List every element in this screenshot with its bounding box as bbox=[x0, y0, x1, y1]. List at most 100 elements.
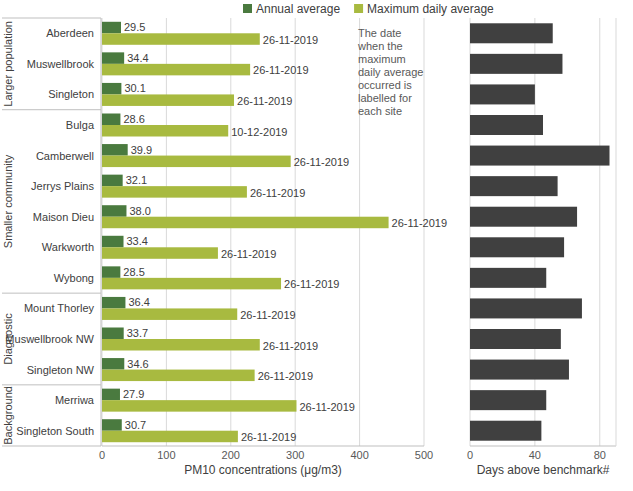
date-label: 26-11-2019 bbox=[294, 156, 349, 168]
axis-line bbox=[102, 446, 424, 447]
data-label: 27.9 bbox=[123, 388, 144, 400]
bar-annual bbox=[102, 114, 120, 126]
bar-max-daily bbox=[102, 156, 291, 168]
date-label: 26-11-2019 bbox=[240, 309, 295, 321]
bar-annual bbox=[102, 266, 120, 278]
category-label: Aberdeen bbox=[46, 27, 94, 39]
bar-annual bbox=[102, 52, 124, 64]
annotation-line: maximum bbox=[358, 53, 406, 65]
category-label: Merriwa bbox=[55, 394, 95, 406]
bar-annual bbox=[102, 419, 122, 431]
group-separator bbox=[2, 446, 101, 447]
tick-label: 80 bbox=[594, 449, 606, 461]
category-label: Mount Thorley bbox=[24, 302, 95, 314]
bar-annual bbox=[102, 175, 123, 187]
category-label: Maison Dieu bbox=[33, 211, 94, 223]
date-label: 26-11-2019 bbox=[241, 431, 296, 443]
date-label: 26-11-2019 bbox=[263, 34, 318, 46]
tick-label: 100 bbox=[157, 449, 175, 461]
data-label: 28.6 bbox=[123, 113, 144, 125]
bar-max-daily bbox=[102, 186, 247, 198]
grid-line bbox=[102, 18, 103, 446]
legend-swatch bbox=[354, 4, 363, 13]
bar-days bbox=[470, 421, 541, 441]
bars bbox=[102, 22, 389, 442]
bar-annual bbox=[102, 83, 121, 95]
bar-max-daily bbox=[102, 278, 281, 290]
data-label: 28.5 bbox=[123, 266, 144, 278]
bar-days bbox=[470, 360, 569, 380]
group-separator bbox=[2, 384, 101, 385]
bar-days bbox=[470, 146, 610, 166]
bar-max-daily bbox=[102, 94, 234, 106]
plot-edge bbox=[616, 18, 617, 446]
tick-label: 500 bbox=[415, 449, 433, 461]
bar-max-daily bbox=[102, 370, 255, 382]
date-label: 26-11-2019 bbox=[299, 401, 354, 413]
bar-annual bbox=[102, 22, 121, 33]
tick-label: 300 bbox=[286, 449, 304, 461]
tick-label: 40 bbox=[529, 449, 541, 461]
group-label: Smaller community bbox=[2, 154, 14, 248]
bar-max-daily bbox=[102, 431, 238, 443]
date-label: 26-11-2019 bbox=[250, 187, 305, 199]
bar-days bbox=[470, 54, 562, 74]
bar-max-daily bbox=[102, 217, 389, 229]
annotation: The datewhen themaximumdaily averageoccu… bbox=[357, 27, 423, 117]
bar-annual bbox=[102, 358, 124, 370]
data-label: 32.1 bbox=[126, 174, 147, 186]
bar-annual bbox=[102, 236, 124, 248]
tick-label: 0 bbox=[467, 449, 473, 461]
bar-max-daily bbox=[102, 339, 260, 351]
bar-days bbox=[470, 329, 561, 349]
category-label: Bulga bbox=[66, 119, 95, 131]
tick-label: 400 bbox=[350, 449, 368, 461]
bar-annual bbox=[102, 389, 120, 401]
grid-line bbox=[424, 18, 425, 446]
bar-max-daily bbox=[102, 308, 237, 320]
bar-days bbox=[470, 237, 564, 257]
tick-label: 0 bbox=[99, 449, 105, 461]
category-label: Singleton NW bbox=[27, 364, 95, 376]
bar-annual bbox=[102, 205, 126, 217]
category-label: Singleton bbox=[48, 88, 94, 100]
legend-label: Annual average bbox=[256, 2, 340, 16]
axis-label: Days above benchmark# bbox=[477, 463, 610, 477]
data-label: 34.6 bbox=[127, 358, 148, 370]
bar-days bbox=[470, 115, 543, 135]
group-separator bbox=[2, 18, 101, 19]
category-label: Warkworth bbox=[42, 241, 94, 253]
data-label: 38.0 bbox=[129, 205, 150, 217]
date-label: 26-11-2019 bbox=[253, 64, 308, 76]
bars bbox=[470, 23, 610, 440]
bar-days bbox=[470, 84, 535, 104]
bar-days bbox=[470, 207, 577, 227]
group-label: Diagnostic bbox=[2, 313, 14, 365]
group-separator bbox=[2, 293, 101, 294]
annotation-line: each site bbox=[358, 105, 402, 117]
axis-label: PM10 concentrations (μg/m3) bbox=[184, 463, 342, 477]
bar-days bbox=[470, 176, 558, 196]
grid-line bbox=[166, 18, 167, 446]
category-label: Camberwell bbox=[36, 150, 94, 162]
bar-max-daily bbox=[102, 33, 260, 45]
annotation-line: occurred is bbox=[358, 79, 412, 91]
chart-root: 0100200300400500PM10 concentrations (μg/… bbox=[0, 0, 633, 491]
bar-days bbox=[470, 298, 582, 318]
category-label: Jerrys Plains bbox=[31, 180, 94, 192]
group-separator bbox=[2, 109, 101, 110]
bar-max-daily bbox=[102, 247, 218, 258]
data-label: 34.4 bbox=[127, 52, 148, 64]
date-label: 26-11-2019 bbox=[258, 370, 313, 382]
axis-line bbox=[470, 446, 616, 447]
bar-days bbox=[470, 268, 546, 288]
date-label: 26-11-2019 bbox=[284, 278, 339, 290]
date-label: 26-11-2019 bbox=[392, 217, 447, 229]
annotation-line: The date bbox=[358, 27, 401, 39]
annotation-line: labelled for bbox=[358, 92, 412, 104]
bar-max-daily bbox=[102, 400, 296, 412]
category-label: Muswellbrook NW bbox=[5, 333, 94, 345]
data-label: 30.7 bbox=[125, 419, 146, 431]
grid-line bbox=[599, 18, 600, 446]
group-label: Background bbox=[2, 386, 14, 445]
